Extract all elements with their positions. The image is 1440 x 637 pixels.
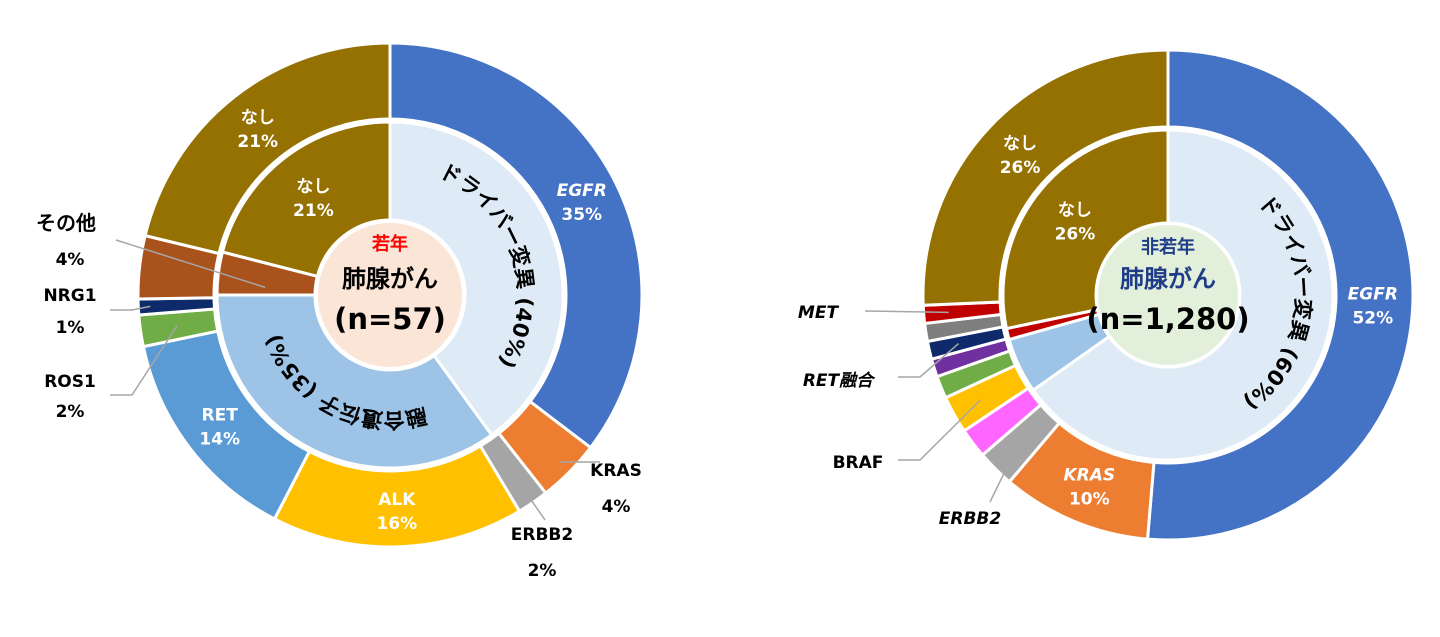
label-egfr-0-pct: 35%	[561, 205, 602, 225]
label-none-8-pct: 21%	[237, 132, 278, 152]
label-ros1-name: ROS1	[44, 372, 96, 392]
center-title: 肺腺がん	[1120, 265, 1216, 293]
center-title: 肺腺がん	[342, 265, 438, 293]
inner-none-label: なし	[296, 177, 330, 197]
label-erbb2-pct: 2%	[528, 561, 557, 581]
label-other-pct: 4%	[56, 250, 85, 270]
center-subtitle: 若年	[371, 233, 408, 255]
label-ret-4-name: RET	[202, 406, 239, 426]
center-n: (n=1,280)	[1086, 302, 1249, 336]
label-egfr-0-pct: 52%	[1352, 309, 1393, 329]
label-egfr-0-name: EGFR	[557, 181, 607, 201]
label-kras-pct: 4%	[602, 497, 631, 517]
label-kras-name: KRAS	[590, 461, 642, 481]
label-alk-3-pct: 16%	[376, 514, 417, 534]
label-nrg1-pct: 1%	[56, 318, 85, 338]
label-erbb2-name: ERBB2	[511, 525, 573, 545]
inner-none-label: なし	[1058, 200, 1092, 220]
label-nrg1-name: NRG1	[43, 286, 96, 306]
center-n: (n=57)	[334, 302, 446, 336]
label-egfr-0-name: EGFR	[1348, 285, 1398, 305]
label-ret-name: RET融合	[803, 371, 876, 391]
label-none-10-name: なし	[1003, 134, 1037, 154]
label-alk-3-name: ALK	[378, 490, 416, 510]
center-subtitle: 非若年	[1141, 236, 1195, 258]
label-met-name: MET	[798, 303, 840, 323]
label-none-8-name: なし	[241, 108, 275, 128]
label-none-10-pct: 26%	[1000, 158, 1041, 178]
label-braf-name: BRAF	[833, 453, 884, 473]
label-ros1-pct: 2%	[56, 402, 85, 422]
label-other-name: その他	[36, 211, 96, 235]
inner-none-pct: 21%	[293, 201, 334, 221]
label-erbb2-name: ERBB2	[939, 509, 1001, 529]
label-ret-4-pct: 14%	[199, 430, 240, 450]
label-kras-1-name: KRAS	[1063, 465, 1115, 485]
inner-none-pct: 26%	[1055, 224, 1096, 244]
label-kras-1-pct: 10%	[1069, 489, 1110, 509]
